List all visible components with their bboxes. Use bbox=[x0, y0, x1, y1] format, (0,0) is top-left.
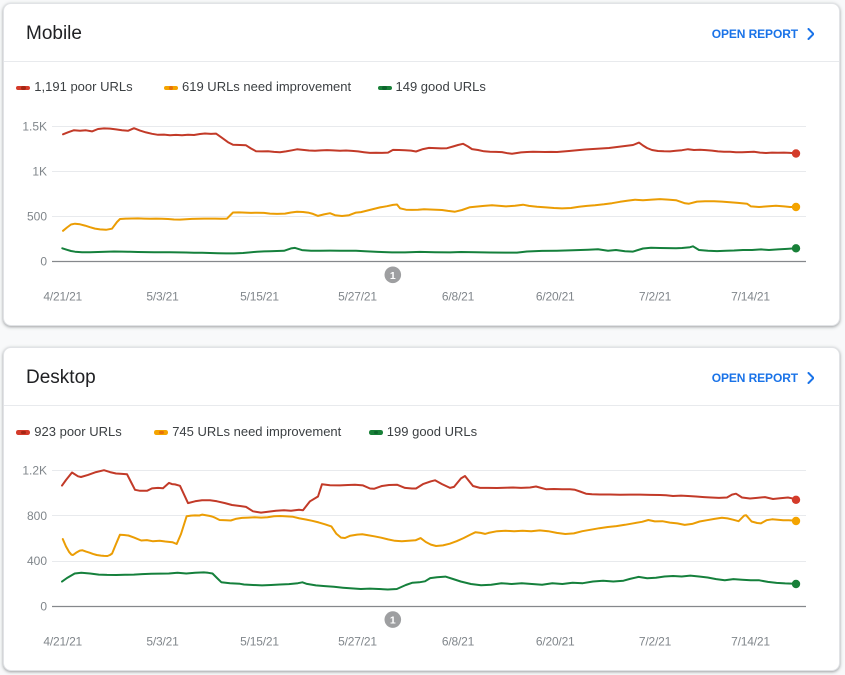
svg-text:5/15/21: 5/15/21 bbox=[240, 290, 279, 304]
svg-text:800: 800 bbox=[27, 509, 47, 523]
svg-text:6/8/21: 6/8/21 bbox=[442, 635, 475, 649]
svg-text:7/14/21: 7/14/21 bbox=[731, 290, 770, 304]
svg-text:6/20/21: 6/20/21 bbox=[536, 290, 575, 304]
svg-text:4/21/21: 4/21/21 bbox=[43, 290, 82, 304]
svg-text:0: 0 bbox=[40, 255, 47, 269]
svg-text:4/21/21: 4/21/21 bbox=[43, 635, 82, 649]
svg-text:6/20/21: 6/20/21 bbox=[536, 635, 575, 649]
svg-text:6/8/21: 6/8/21 bbox=[442, 290, 475, 304]
svg-text:400: 400 bbox=[27, 554, 47, 568]
svg-text:1.2K: 1.2K bbox=[22, 464, 47, 478]
svg-text:5/3/21: 5/3/21 bbox=[146, 290, 179, 304]
svg-text:500: 500 bbox=[27, 210, 47, 224]
svg-text:1: 1 bbox=[390, 615, 396, 627]
svg-text:5/27/21: 5/27/21 bbox=[338, 635, 377, 649]
svg-text:7/2/21: 7/2/21 bbox=[639, 635, 672, 649]
svg-text:7/14/21: 7/14/21 bbox=[731, 635, 770, 649]
svg-text:5/15/21: 5/15/21 bbox=[240, 635, 279, 649]
svg-text:7/2/21: 7/2/21 bbox=[639, 290, 672, 304]
svg-text:1.5K: 1.5K bbox=[22, 120, 47, 134]
svg-text:1K: 1K bbox=[32, 165, 47, 179]
svg-text:5/27/21: 5/27/21 bbox=[338, 290, 377, 304]
svg-text:5/3/21: 5/3/21 bbox=[146, 635, 179, 649]
svg-text:0: 0 bbox=[40, 600, 47, 614]
svg-text:1: 1 bbox=[390, 270, 396, 282]
